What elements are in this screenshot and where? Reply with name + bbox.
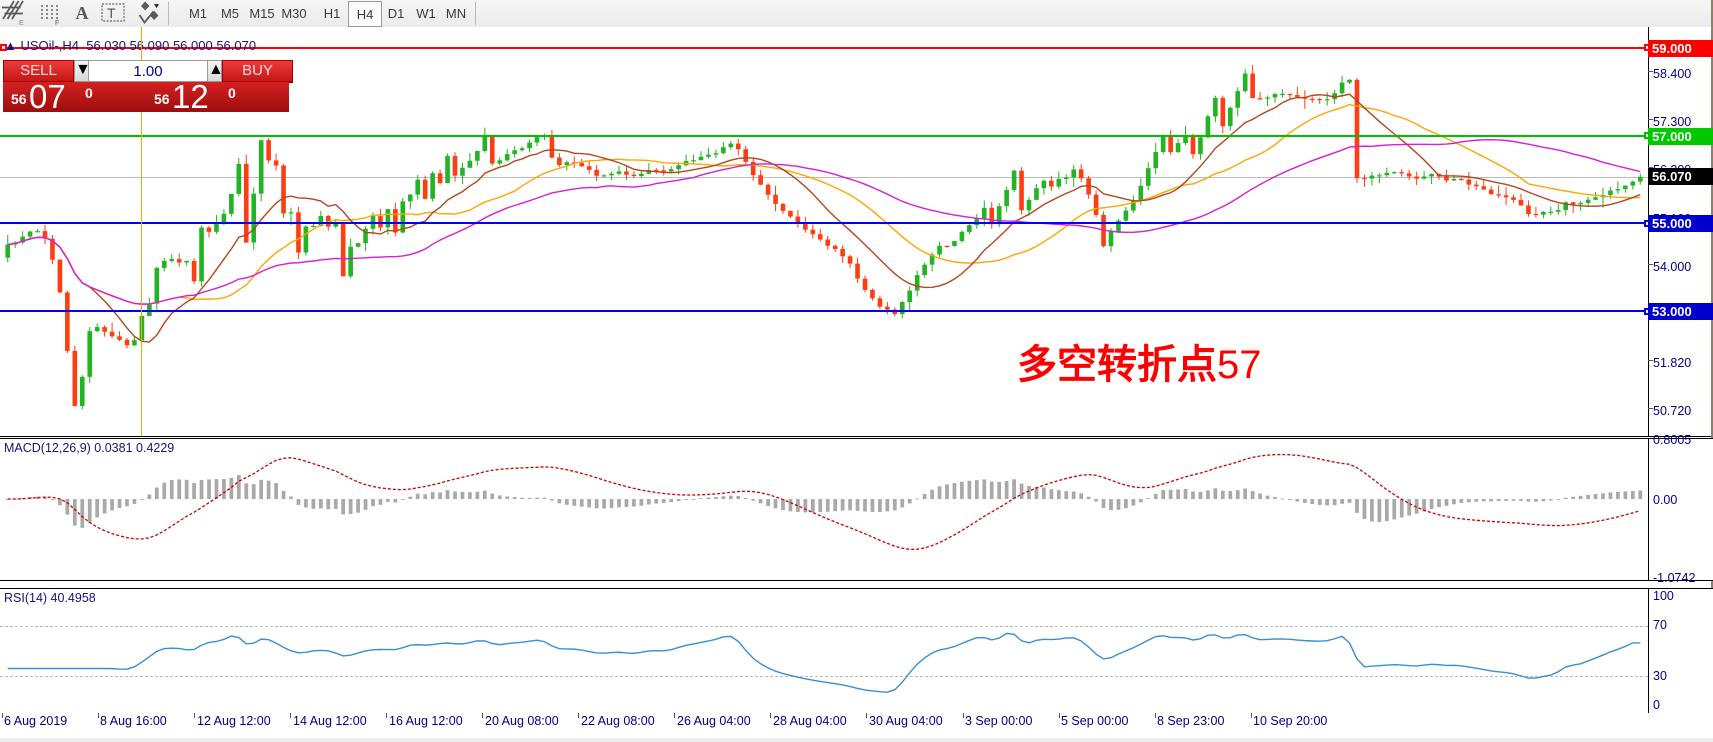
svg-text:E: E: [19, 18, 24, 27]
svg-text:F: F: [55, 20, 59, 27]
svg-text:T: T: [107, 5, 116, 21]
